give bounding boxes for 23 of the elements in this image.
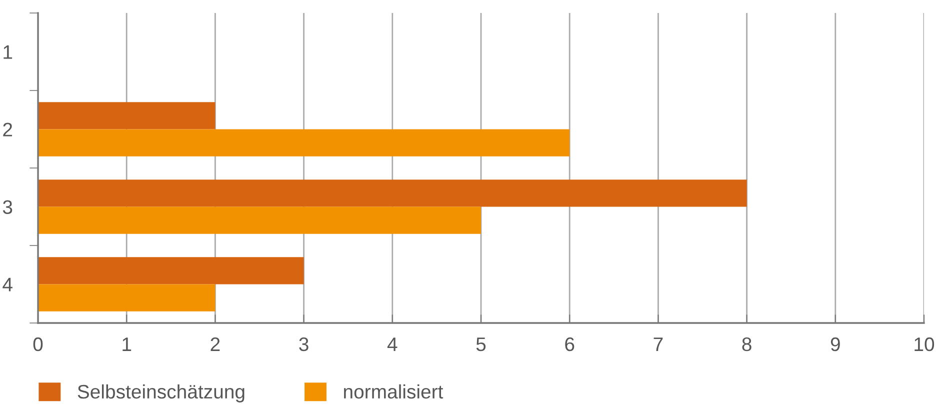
- legend-label: Selbsteinschätzung: [78, 384, 244, 402]
- x-tick-label: 9: [830, 337, 840, 352]
- y-tick-label: 4: [2, 278, 12, 292]
- bar: [38, 102, 216, 130]
- x-tick-label: 6: [565, 337, 574, 352]
- x-tick-label: 7: [654, 338, 663, 351]
- bar: [38, 284, 216, 312]
- bar: [38, 206, 481, 234]
- bar: [38, 129, 570, 156]
- y-tick-label: 2: [3, 122, 12, 136]
- x-tick-label: 10: [914, 337, 934, 352]
- y-tick-label: 1: [4, 45, 12, 59]
- bar: [38, 257, 304, 284]
- x-tick-label: 0: [33, 337, 43, 352]
- x-tick-label: 5: [476, 338, 486, 352]
- x-tick-label: 3: [299, 337, 308, 352]
- x-tick-label: 4: [387, 338, 398, 351]
- x-tick-label: 1: [122, 338, 132, 351]
- y-tick-label: 3: [2, 200, 12, 214]
- x-tick-label: 2: [210, 337, 220, 351]
- x-tick-label: 8: [742, 337, 752, 352]
- legend-label: normalisiert: [344, 384, 444, 399]
- bar: [38, 180, 747, 207]
